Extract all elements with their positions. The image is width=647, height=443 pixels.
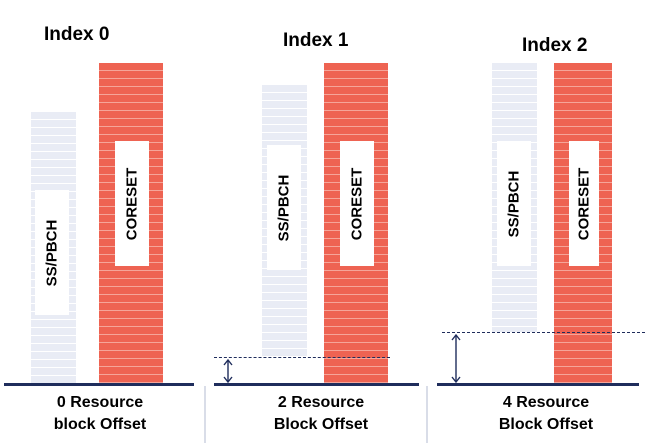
coreset-block-1: CORESET (324, 63, 388, 384)
coreset-label-box-1: CORESET (340, 141, 374, 266)
offset-arrow-1 (223, 358, 233, 384)
ss-pbch-label-box-0: SS/PBCH (35, 190, 69, 315)
coreset-block-0: CORESET (99, 63, 163, 384)
coreset-label-box-0: CORESET (115, 141, 149, 266)
caption-1-line2: Block Offset (273, 416, 369, 433)
coreset-label-1: CORESET (348, 167, 366, 240)
ss-pbch-label-1: SS/PBCH (275, 174, 293, 241)
coreset-label-box-2: CORESET (569, 141, 599, 266)
coreset-label-2: CORESET (575, 167, 593, 240)
panel-1-title: Index 1 (283, 30, 349, 51)
panel-2-title: Index 2 (522, 35, 588, 56)
ss-pbch-label-box-2: SS/PBCH (497, 141, 531, 266)
baseline-1 (214, 383, 419, 386)
baseline-2 (437, 383, 639, 386)
ss-pbch-block-1: SS/PBCH (262, 85, 307, 356)
ss-pbch-label-0: SS/PBCH (43, 219, 61, 286)
caption-0-line1: 0 Resource (56, 394, 144, 411)
caption-2-line1: 4 Resource (502, 394, 590, 411)
coreset-block-2: CORESET (554, 63, 612, 384)
offset-dashline-1 (214, 357, 390, 358)
caption-0-line2: block Offset (53, 416, 147, 433)
caption-2-line2: Block Offset (498, 416, 594, 433)
caption-1-line1: 2 Resource (277, 394, 365, 411)
ss-pbch-label-box-1: SS/PBCH (267, 145, 301, 270)
caption-2: 4 Resource Block Offset (456, 392, 636, 436)
panel-divider-2 (426, 386, 428, 443)
ss-pbch-label-2: SS/PBCH (505, 170, 523, 237)
panel-0-title: Index 0 (44, 24, 110, 45)
ss-pbch-block-0: SS/PBCH (31, 112, 76, 384)
offset-arrow-2 (451, 333, 461, 384)
coreset-label-0: CORESET (123, 167, 141, 240)
ss-pbch-block-2: SS/PBCH (492, 63, 537, 332)
panel-divider-1 (204, 386, 206, 443)
caption-1: 2 Resource Block Offset (231, 392, 411, 436)
caption-0: 0 Resource block Offset (10, 392, 190, 436)
baseline-0 (4, 383, 194, 386)
offset-dashline-2 (442, 332, 645, 333)
